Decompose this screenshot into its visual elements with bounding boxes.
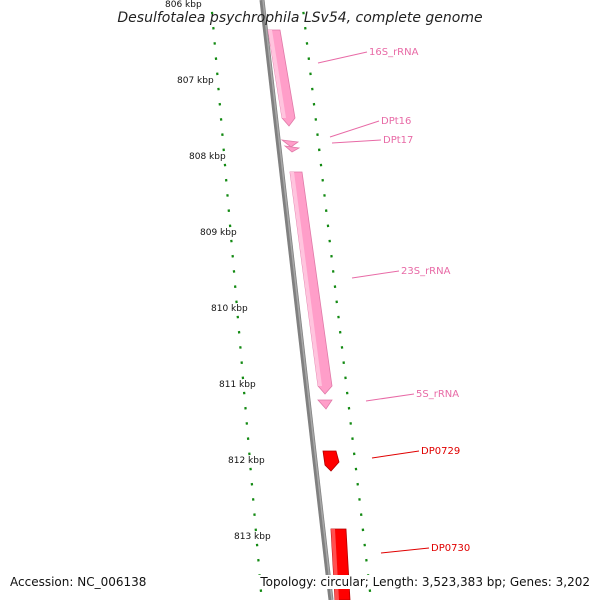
- feature-label-DPt17[interactable]: DPt17: [383, 135, 413, 146]
- outer-tick-ring: [302, 11, 372, 592]
- feature-label-23S-rRNA[interactable]: 23S_rRNA: [401, 266, 451, 277]
- feature-label-DP0729[interactable]: DP0729: [421, 446, 460, 457]
- leader-line-DPt16: [329, 120, 380, 138]
- leader-line-DP0729: [371, 450, 420, 459]
- scale-tick-label: 812 kbp: [228, 456, 265, 466]
- scale-tick-label: 806 kbp: [165, 0, 202, 10]
- feature-label-DP0730[interactable]: DP0730: [431, 543, 470, 554]
- feature-DP0729[interactable]: [322, 450, 340, 472]
- leader-line-23S-rRNA: [351, 270, 400, 279]
- accession-text: Accession: NC_006138: [8, 575, 149, 589]
- feature-label-16S-rRNA[interactable]: 16S_rRNA: [369, 47, 419, 58]
- feature-DPt17[interactable]: [283, 145, 301, 153]
- features-layer: [267, 29, 351, 600]
- map-title: Desulfotalea psychrophila LSv54, complet…: [117, 10, 483, 26]
- scale-tick-label: 809 kbp: [200, 228, 237, 238]
- genome-summary-text: Topology: circular; Length: 3,523,383 bp…: [258, 575, 592, 589]
- feature-label-DPt16[interactable]: DPt16: [381, 116, 411, 127]
- genome-backbone: [259, 0, 334, 600]
- feature-DPt16[interactable]: [280, 139, 300, 148]
- leader-line-16S-rRNA: [317, 51, 368, 64]
- leader-line-DPt17: [331, 139, 382, 144]
- leader-line-DP0730: [380, 547, 430, 554]
- labels-layer: 806 kbp 807 kbp 808 kbp 809 kbp 810 kbp 811 k…: [165, 0, 470, 554]
- leader-line-5S-rRNA: [365, 393, 415, 402]
- scale-tick-label: 813 kbp: [234, 532, 271, 542]
- feature-23S-rRNA-shade: [290, 172, 322, 386]
- genome-backbone-highlight: [262, 0, 333, 600]
- scale-tick-label: 808 kbp: [189, 152, 226, 162]
- feature-5S-rRNA[interactable]: [317, 399, 333, 410]
- inner-tick-ring: [210, 11, 263, 592]
- feature-label-5S-rRNA[interactable]: 5S_rRNA: [416, 389, 459, 400]
- scale-tick-label: 807 kbp: [177, 76, 214, 86]
- scale-tick-label: 811 kbp: [219, 380, 256, 390]
- scale-tick-label: 810 kbp: [211, 304, 248, 314]
- feature-16S-rRNA-shade: [268, 30, 286, 118]
